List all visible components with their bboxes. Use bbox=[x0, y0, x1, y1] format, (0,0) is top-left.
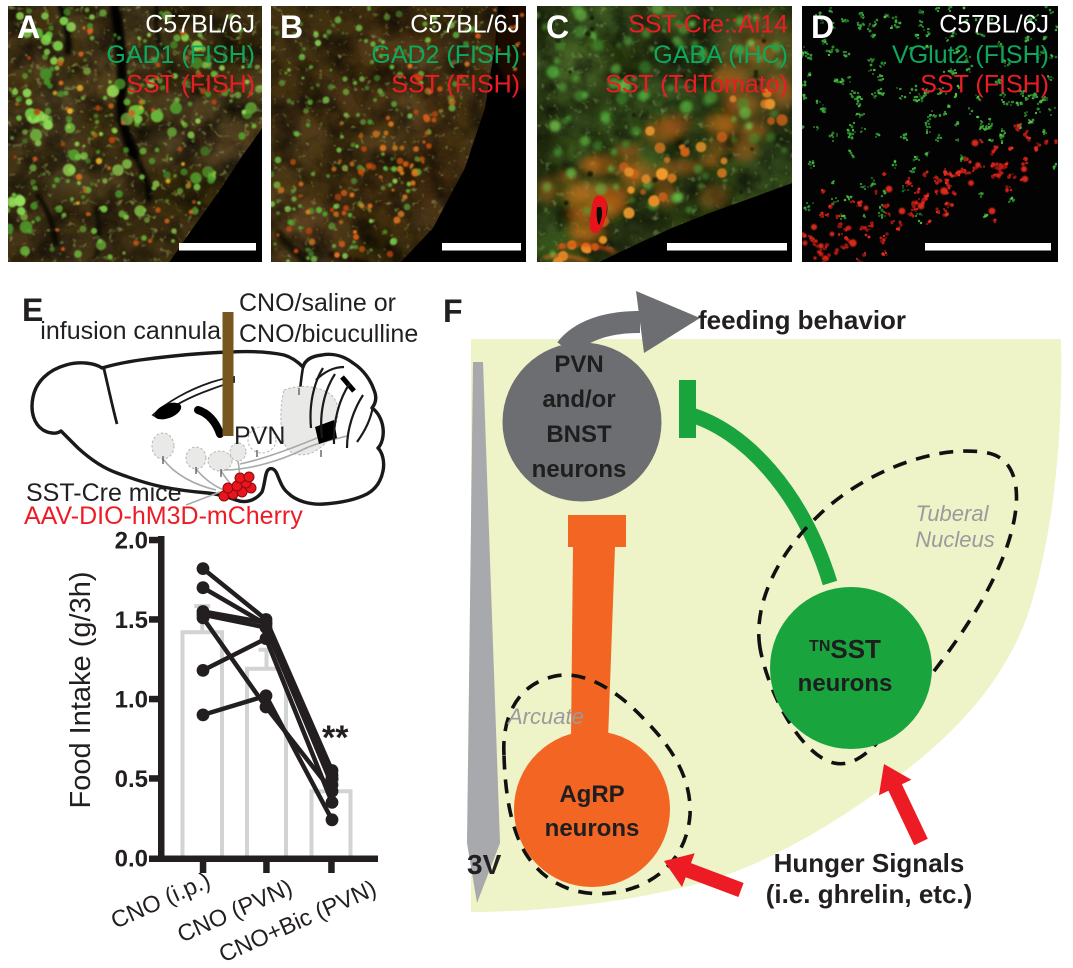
svg-text:0.5: 0.5 bbox=[115, 766, 148, 793]
svg-text:GABA (IHC): GABA (IHC) bbox=[653, 41, 788, 69]
svg-text:PVN: PVN bbox=[554, 351, 603, 378]
svg-text:SST (FISH): SST (FISH) bbox=[126, 71, 255, 99]
svg-text:SST (FISH): SST (FISH) bbox=[391, 71, 520, 99]
svg-text:D: D bbox=[811, 9, 834, 45]
svg-text:GAD1 (FISH): GAD1 (FISH) bbox=[106, 41, 255, 69]
svg-text:(i.e. ghrelin, etc.): (i.e. ghrelin, etc.) bbox=[766, 879, 973, 909]
svg-text:C: C bbox=[546, 9, 569, 45]
svg-text:1.5: 1.5 bbox=[115, 607, 148, 634]
svg-text:SST (FISH): SST (FISH) bbox=[920, 71, 1049, 99]
svg-text:2.0: 2.0 bbox=[115, 528, 148, 555]
svg-text:infusion cannula: infusion cannula bbox=[40, 317, 221, 345]
svg-text:AgRP: AgRP bbox=[559, 781, 624, 808]
svg-text:C57BL/6J: C57BL/6J bbox=[939, 11, 1049, 39]
svg-text:Arcuate: Arcuate bbox=[506, 704, 584, 729]
svg-text:3V: 3V bbox=[467, 849, 502, 880]
svg-text:TNSST: TNSST bbox=[809, 634, 881, 664]
svg-text:Hunger Signals: Hunger Signals bbox=[774, 848, 965, 878]
svg-text:SST-Cre mice: SST-Cre mice bbox=[26, 479, 182, 507]
svg-text:F: F bbox=[443, 293, 463, 329]
svg-text:B: B bbox=[280, 9, 303, 45]
svg-text:SST-Cre::Ai14: SST-Cre::Ai14 bbox=[628, 11, 788, 39]
svg-text:CNO/bicuculline: CNO/bicuculline bbox=[239, 320, 418, 348]
svg-text:E: E bbox=[22, 292, 43, 328]
svg-text:CNO/saline or: CNO/saline or bbox=[239, 289, 396, 317]
svg-text:BNST: BNST bbox=[546, 421, 612, 448]
svg-text:AAV-DIO-hM3D-mCherry: AAV-DIO-hM3D-mCherry bbox=[24, 502, 303, 530]
svg-text:VGlut2 (FISH): VGlut2 (FISH) bbox=[892, 41, 1049, 69]
svg-text:feeding behavior: feeding behavior bbox=[698, 305, 906, 335]
svg-text:C57BL/6J: C57BL/6J bbox=[145, 11, 255, 39]
svg-text:0.0: 0.0 bbox=[115, 846, 148, 873]
svg-text:A: A bbox=[17, 9, 40, 45]
svg-text:Nucleus: Nucleus bbox=[915, 527, 994, 552]
svg-text:neurons: neurons bbox=[545, 815, 640, 842]
svg-text:SST (TdTomato): SST (TdTomato) bbox=[605, 71, 788, 99]
svg-text:neurons: neurons bbox=[532, 456, 627, 483]
svg-text:PVN: PVN bbox=[234, 422, 285, 450]
svg-text:**: ** bbox=[322, 719, 349, 757]
svg-text:and/or: and/or bbox=[542, 386, 615, 413]
svg-text:1.0: 1.0 bbox=[115, 687, 148, 714]
svg-text:Tuberal: Tuberal bbox=[916, 501, 990, 526]
svg-text:Food Intake (g/3h): Food Intake (g/3h) bbox=[65, 572, 97, 809]
svg-text:GAD2 (FISH): GAD2 (FISH) bbox=[371, 41, 520, 69]
svg-text:neurons: neurons bbox=[798, 670, 893, 697]
svg-text:C57BL/6J: C57BL/6J bbox=[410, 11, 520, 39]
